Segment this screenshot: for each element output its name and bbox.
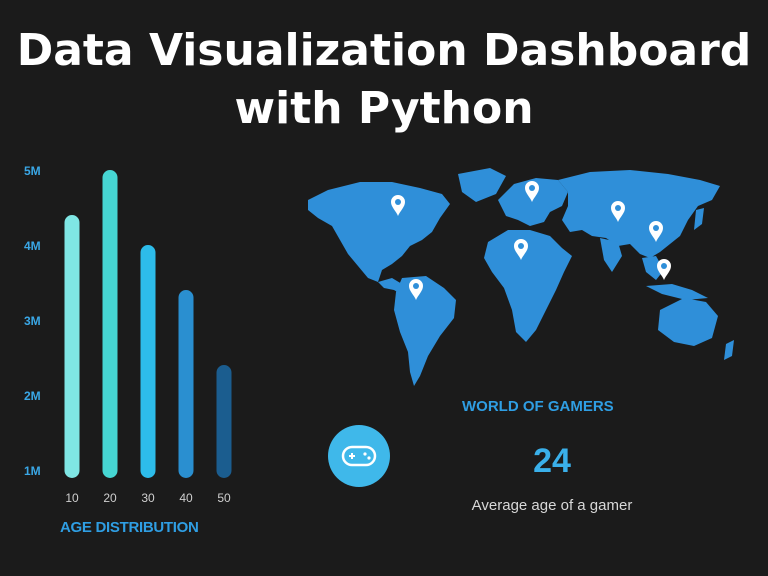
gamepad-badge [328,425,390,487]
y-tick-label: 2M [24,389,41,403]
y-tick-label: 5M [24,164,41,178]
europe-landmass [498,178,568,226]
x-tick-label: 40 [179,491,193,505]
continents [308,168,734,386]
asia-landmass [558,170,720,258]
average-age-label: Average age of a gamer [471,497,633,514]
page-title: Data Visualization Dashboard with Python [0,22,768,138]
x-tick-label: 10 [65,491,79,505]
y-tick-label: 1M [24,464,41,478]
india-landmass [600,238,622,272]
africa-landmass [484,230,572,342]
greenland-landmass [458,168,506,202]
indonesia-landmass [646,284,708,300]
y-tick-label: 3M [24,314,41,328]
gamepad-icon [341,445,377,467]
bar-age-20 [102,170,118,478]
pin-asia-east [649,221,663,242]
pin-europe [525,181,539,202]
bar-age-30 [140,245,156,478]
bars [64,170,232,478]
pin-south-america [409,279,423,300]
y-axis-ticks: 1M 2M 3M 4M 5M [24,164,41,478]
japan-landmass [694,208,704,230]
south-america-landmass [394,276,456,386]
bar-age-10 [64,215,80,478]
x-axis-ticks: 10 20 30 40 50 [65,491,231,505]
north-america-landmass [308,182,450,282]
bar-age-50 [216,365,232,478]
title-line-2: with Python [234,83,534,134]
location-pins [391,181,671,300]
y-tick-label: 4M [24,239,41,253]
pin-north-america [391,195,405,216]
world-map [308,168,734,386]
x-tick-label: 30 [141,491,155,505]
new-zealand-landmass [724,340,734,360]
x-axis-title: AGE DISTRIBUTION [60,519,199,536]
average-age-value: 24 [533,442,571,480]
pin-asia-central [611,201,625,222]
age-distribution-chart: 1M 2M 3M 4M 5M 10 20 30 40 50 [24,164,232,505]
world-of-gamers-heading: WORLD OF GAMERS [462,398,614,415]
pin-africa [514,239,528,260]
bar-age-40 [178,290,194,478]
x-tick-label: 20 [103,491,117,505]
x-tick-label: 50 [217,491,231,505]
title-line-1: Data Visualization Dashboard [16,25,752,76]
pin-southeast-asia [657,259,671,280]
australia-landmass [658,298,718,346]
